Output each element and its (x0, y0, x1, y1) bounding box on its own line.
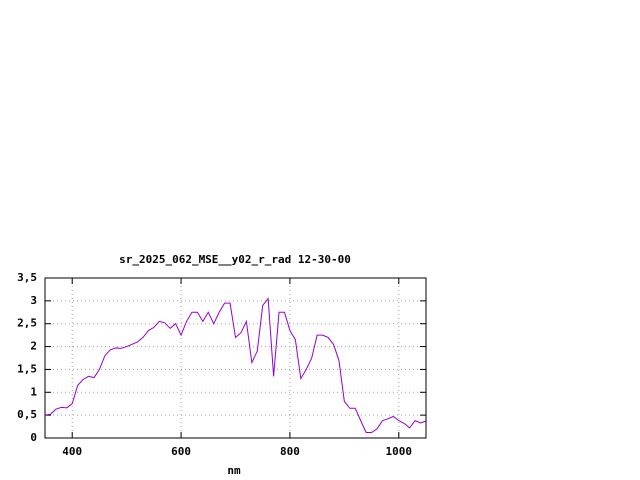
data-line (44, 297, 427, 434)
y-tick-label: 0,5 (17, 408, 37, 421)
x-tick-label: 800 (280, 445, 300, 458)
x-tick-label: 1000 (386, 445, 413, 458)
chart-title: sr_2025_062_MSE__y02_r_rad 12-30-00 (119, 253, 351, 266)
y-tick-label: 3,5 (17, 271, 37, 284)
y-tick-label: 1,5 (17, 362, 37, 375)
x-tick-label: 600 (171, 445, 191, 458)
plot-border (44, 277, 427, 439)
y-tick-label: 3 (30, 294, 37, 307)
y-tick-label: 1 (30, 385, 37, 398)
y-tick-label: 2,5 (17, 317, 37, 330)
x-tick-label: 400 (62, 445, 82, 458)
y-tick-label: 0 (30, 431, 37, 444)
y-tick-label: 2 (30, 340, 37, 353)
x-axis-label: nm (227, 464, 241, 477)
